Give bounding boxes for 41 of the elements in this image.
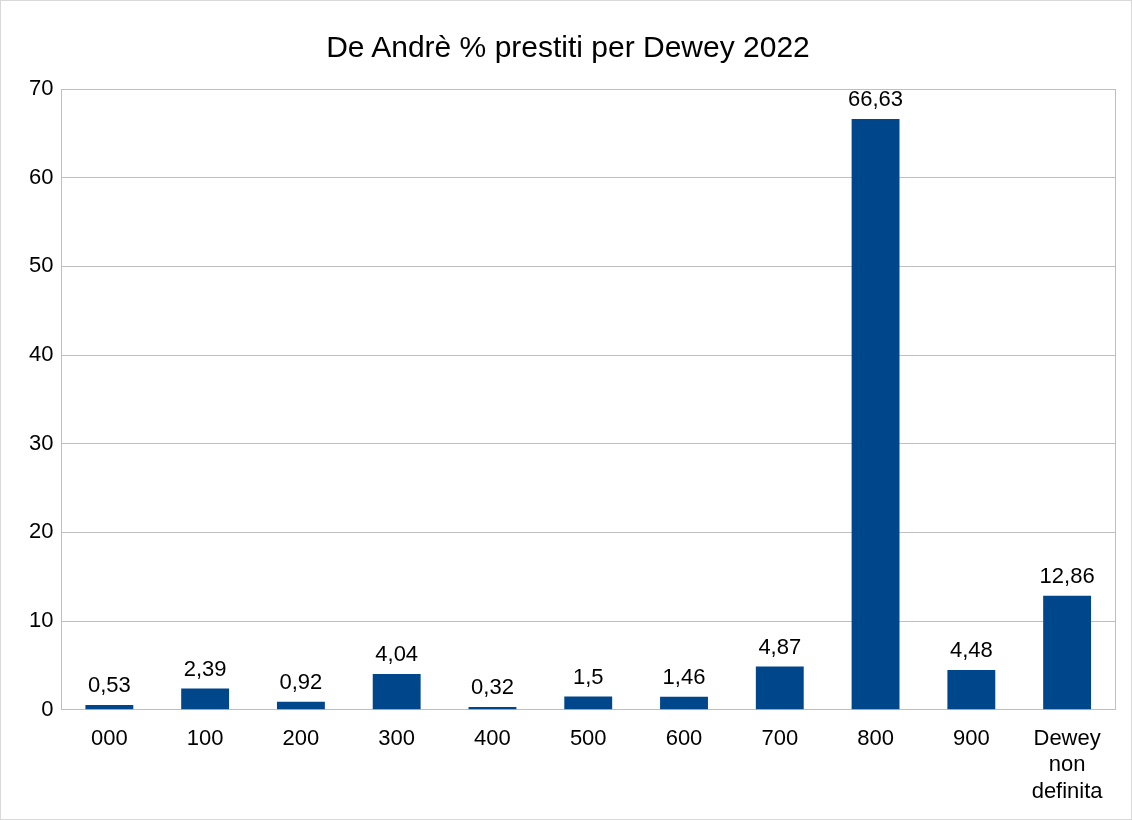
- x-tick-label: 600: [665, 725, 703, 751]
- bar: [564, 696, 613, 710]
- x-tick-label: 400: [474, 725, 511, 751]
- x-tick-label: 200: [282, 725, 320, 751]
- y-tick-label: 10: [28, 607, 54, 633]
- x-tick-label: 900: [952, 725, 990, 751]
- data-label: 4,87: [758, 633, 802, 659]
- bar: [85, 705, 134, 710]
- y-tick-label: 70: [28, 75, 54, 101]
- bar: [660, 696, 708, 710]
- bar: [851, 118, 900, 710]
- bar: [947, 670, 996, 710]
- bar: [1043, 595, 1092, 710]
- data-label: 66,63: [848, 85, 904, 111]
- data-label: 1,46: [662, 663, 706, 689]
- bar: [276, 701, 325, 710]
- data-label: 12,86: [1039, 562, 1095, 588]
- y-tick-label: 0: [41, 695, 54, 721]
- y-tick-label: 40: [28, 341, 54, 367]
- y-tick-label: 20: [28, 518, 54, 544]
- x-tick-label: 100: [186, 725, 224, 751]
- x-tick-label: 000: [91, 725, 128, 751]
- x-tick-label: 700: [761, 725, 799, 751]
- data-label: 4,04: [375, 641, 419, 667]
- x-tick-label: 300: [378, 725, 416, 751]
- data-label: 1,5: [572, 663, 604, 689]
- data-label: 0,53: [87, 672, 131, 698]
- bar: [372, 673, 421, 710]
- x-tick-label: 500: [569, 725, 607, 751]
- data-label: 4,48: [949, 637, 993, 663]
- data-label: 0,92: [279, 668, 323, 694]
- data-label: 2,39: [183, 655, 227, 681]
- chart-title: De Andrè % prestiti per Dewey 2022: [326, 30, 810, 64]
- y-tick-label: 30: [28, 429, 54, 455]
- bar: [755, 666, 804, 710]
- x-tick-label: Dewey non definita: [1031, 725, 1104, 803]
- bar: [181, 688, 230, 710]
- data-label: 0,32: [471, 674, 514, 700]
- y-tick-label: 60: [28, 163, 54, 189]
- x-tick-label: 800: [857, 725, 894, 751]
- y-tick-label: 50: [28, 252, 54, 278]
